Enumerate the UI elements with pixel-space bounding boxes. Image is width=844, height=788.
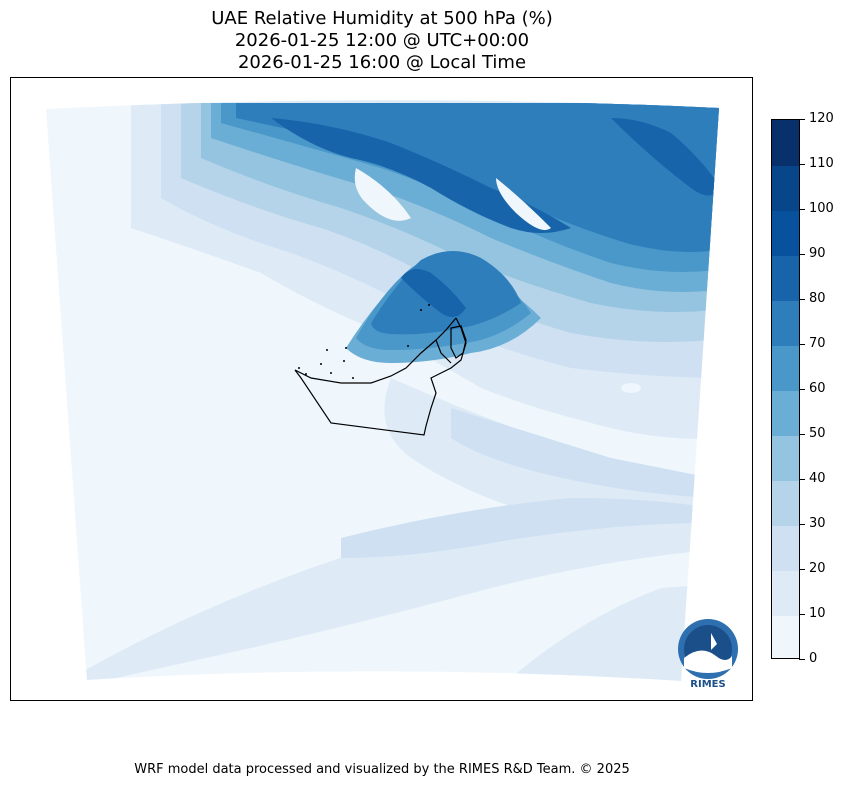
colorbar <box>771 119 800 659</box>
field-10-20-south <box>71 503 719 681</box>
footer-credit: WRF model data processed and visualized … <box>134 762 630 777</box>
colorbar-segment <box>772 615 799 658</box>
colorbar-tick <box>799 299 805 300</box>
colorbar-segment <box>772 345 799 391</box>
colorbar-tick-label: 100 <box>809 201 834 216</box>
logo-label: RIMES <box>690 679 725 690</box>
colorbar-tick-label: 90 <box>809 246 826 261</box>
field-20-30-band <box>341 498 711 558</box>
colorbar-tick <box>799 344 805 345</box>
colorbar-segment <box>772 165 799 211</box>
colorbar-tick <box>799 389 805 390</box>
colorbar-tick <box>799 524 805 525</box>
field-80-90-b <box>611 118 719 196</box>
colorbar-tick <box>799 569 805 570</box>
humidity-field <box>46 100 719 681</box>
colorbar-tick-label: 40 <box>809 471 826 486</box>
local-time-label: 2026-01-25 16:00 @ Local Time <box>237 52 527 73</box>
colorbar-tick <box>799 434 805 435</box>
field-80-90-a <box>271 118 571 233</box>
colorbar-tick <box>799 479 805 480</box>
colorbar-tick-label: 10 <box>809 606 826 621</box>
colorbar-segment <box>772 210 799 256</box>
rimes-logo: RIMES <box>678 619 738 690</box>
islands <box>298 304 430 379</box>
colorbar-tick <box>799 119 805 120</box>
colorbar-tick <box>799 164 805 165</box>
colorbar-segment <box>772 525 799 571</box>
colorbar-tick-label: 110 <box>809 156 834 171</box>
colorbar-tick-label: 30 <box>809 516 826 531</box>
colorbar-tick <box>799 209 805 210</box>
colorbar-tick <box>799 254 805 255</box>
colorbar-segment <box>772 435 799 481</box>
colorbar-segment <box>772 255 799 301</box>
colorbar-tick <box>799 659 805 660</box>
colorbar-tick-label: 0 <box>809 651 818 666</box>
field-10-20-southeast <box>511 583 719 681</box>
colorbar-segment <box>772 480 799 526</box>
field-80-90-c <box>401 269 466 317</box>
colorbar-tick-label: 80 <box>809 291 826 306</box>
dry-streak-b <box>496 178 551 231</box>
chart-title: UAE Relative Humidity at 500 hPa (%) <box>211 8 553 29</box>
colorbar-segment <box>772 120 799 166</box>
colorbar-tick-label: 20 <box>809 561 826 576</box>
dry-streak-a <box>354 168 411 221</box>
colorbar-segment <box>772 390 799 436</box>
colorbar-segment <box>772 300 799 346</box>
colorbar-tick-label: 50 <box>809 426 826 441</box>
colorbar-tick <box>799 614 805 615</box>
colorbar-tick-label: 120 <box>809 111 834 126</box>
field-20-30-east <box>451 408 711 498</box>
utc-time-label: 2026-01-25 12:00 @ UTC+00:00 <box>234 30 530 51</box>
humidity-map: RIMES <box>46 100 738 690</box>
colorbar-tick-label: 70 <box>809 336 826 351</box>
colorbar-segment <box>772 570 799 616</box>
colorbar-tick-label: 60 <box>809 381 826 396</box>
uae-border <box>294 317 467 436</box>
dry-spot <box>621 383 641 393</box>
map-frame: RIMES <box>10 77 753 701</box>
